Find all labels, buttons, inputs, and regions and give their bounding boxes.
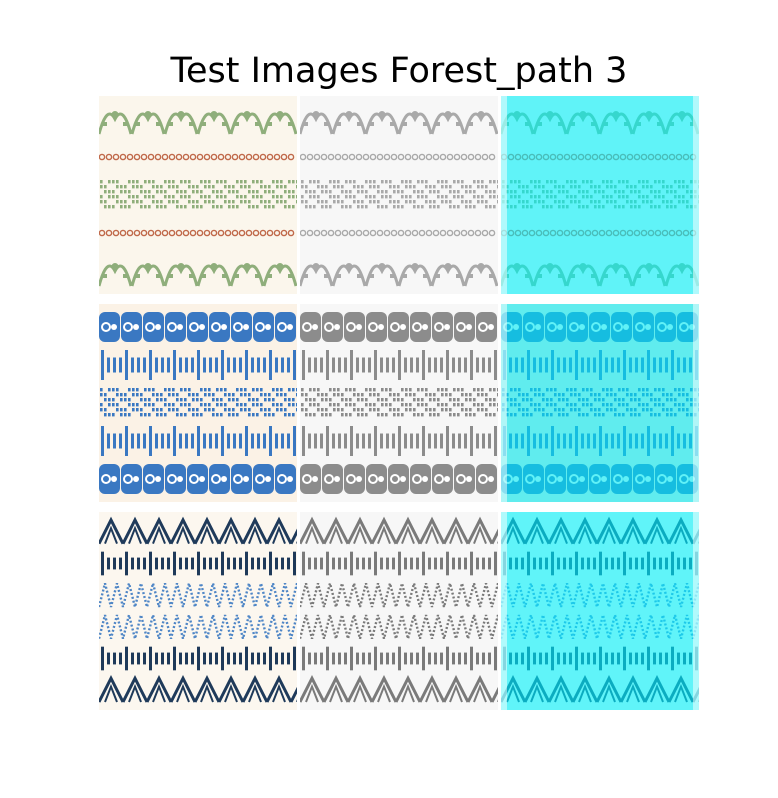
figure-title: Test Images Forest_path 3 (170, 51, 628, 91)
row-navy-pattern-original-image (99, 512, 297, 710)
row-green-pattern-original-image (99, 96, 297, 294)
row-green-pattern-grayscale-image (300, 96, 498, 294)
image-grid (99, 96, 699, 710)
row-blue-pattern-cyan-overlay-image (501, 304, 699, 502)
row-blue-pattern-grayscale-image (300, 304, 498, 502)
row-navy-pattern-cyan-overlay-image (501, 512, 699, 710)
row-green-pattern-cyan-overlay-image (501, 96, 699, 294)
row-navy-pattern-grayscale-image (300, 512, 498, 710)
row-blue-pattern-original-image (99, 304, 297, 502)
